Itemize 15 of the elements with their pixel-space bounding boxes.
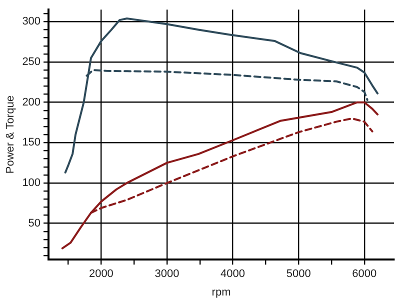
y-tick-label: 250 [22,56,41,68]
x-tick-label: 5000 [286,268,311,280]
x-tick-label: 2000 [88,268,114,280]
x-tick-label: 6000 [352,268,377,280]
x-tick-label: 4000 [220,268,246,280]
y-tick-label: 50 [28,217,41,230]
x-tick-label: 3000 [154,268,180,280]
line-series [90,117,374,214]
y-tick-label: 300 [22,16,41,28]
y-tick-label: 200 [22,96,41,108]
y-tick-label: 100 [22,177,41,190]
x-axis-title: rpm [212,286,231,298]
line-series [86,69,368,101]
y-axis-title: Power & Torque [4,96,17,174]
y-tick-label: 150 [22,136,41,149]
